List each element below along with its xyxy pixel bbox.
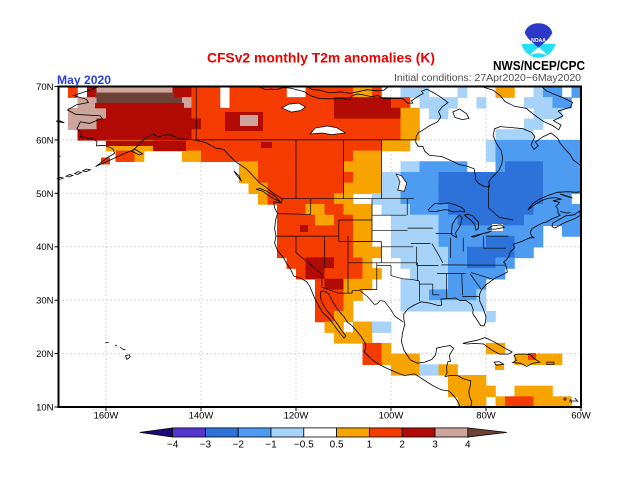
svg-text:50N: 50N <box>36 189 54 200</box>
svg-text:NOAA: NOAA <box>531 38 546 44</box>
svg-text:60W: 60W <box>571 411 591 422</box>
svg-text:3: 3 <box>432 440 438 451</box>
svg-text:1: 1 <box>367 440 373 451</box>
svg-text:−2: −2 <box>232 440 244 451</box>
svg-text:May 2020: May 2020 <box>57 75 111 87</box>
svg-text:100W: 100W <box>379 411 404 422</box>
svg-text:−1: −1 <box>265 440 277 451</box>
svg-text:4: 4 <box>465 440 471 451</box>
svg-text:20N: 20N <box>36 349 54 360</box>
svg-text:140W: 140W <box>189 411 214 422</box>
svg-text:70N: 70N <box>36 82 54 93</box>
svg-text:120W: 120W <box>284 411 309 422</box>
svg-text:10N: 10N <box>36 403 54 414</box>
svg-text:CFSv2 monthly T2m anomalies (K: CFSv2 monthly T2m anomalies (K) <box>207 51 435 66</box>
svg-text:−0.5: −0.5 <box>294 440 314 451</box>
svg-text:0.5: 0.5 <box>330 440 344 451</box>
svg-text:40N: 40N <box>36 242 54 253</box>
svg-text:−4: −4 <box>167 440 179 451</box>
svg-text:30N: 30N <box>36 296 54 307</box>
svg-text:160W: 160W <box>94 411 119 422</box>
svg-text:2: 2 <box>399 440 405 451</box>
svg-text:80W: 80W <box>476 411 496 422</box>
svg-text:NWS/NCEP/CPC: NWS/NCEP/CPC <box>493 58 586 73</box>
svg-text:−3: −3 <box>200 440 212 451</box>
svg-text:Initial conditions: 27Apr202: Initial conditions: 27Apr2020−6May2020 <box>394 73 581 84</box>
svg-text:60N: 60N <box>36 135 54 146</box>
